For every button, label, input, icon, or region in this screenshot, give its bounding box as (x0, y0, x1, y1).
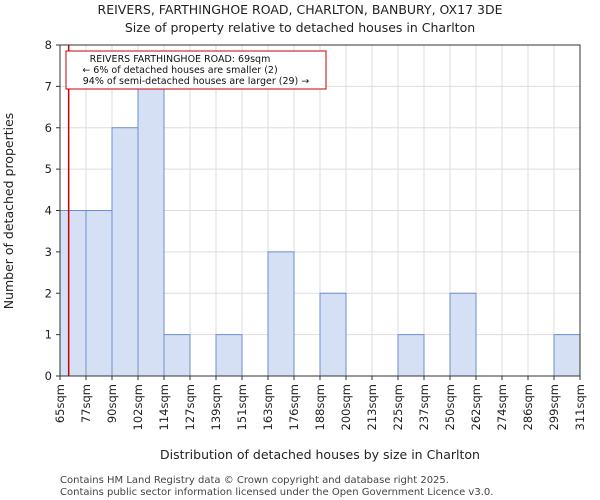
x-ticks: 65sqm 77sqm 90sqm 102sqm 114sqm 127sqm 139sqm 1… (53, 376, 587, 430)
chart-subtitle: Size of property relative to detached ho… (125, 20, 475, 35)
x-tick-label: 286sqm (521, 384, 535, 430)
bar-65sqm (59, 210, 87, 377)
bar-250sqm (449, 292, 477, 377)
y-tick-label: 8 (45, 38, 52, 52)
x-tick-label: 77sqm (79, 384, 93, 423)
chart-title: REIVERS, FARTHINGHOE ROAD, CHARLTON, BAN… (98, 2, 503, 17)
bar-114sqm (163, 334, 191, 377)
y-tick-label: 0 (45, 369, 52, 383)
x-tick-label: 127sqm (183, 384, 197, 430)
x-tick-label: 299sqm (547, 384, 561, 430)
x-tick-label: 102sqm (131, 384, 145, 430)
x-tick-label: 139sqm (209, 384, 223, 430)
y-tick-label: 2 (45, 286, 52, 300)
x-tick-label: 188sqm (313, 384, 327, 430)
footer-line-1: Contains HM Land Registry data © Crown c… (60, 475, 449, 486)
x-tick-label: 176sqm (287, 384, 301, 430)
x-tick-label: 65sqm (53, 384, 67, 423)
y-tick-label: 3 (45, 245, 52, 259)
x-tick-label: 151sqm (235, 384, 249, 430)
bar-139sqm (215, 334, 243, 377)
annotation-line-3: 94% of semi-detached houses are larger (… (83, 76, 310, 87)
y-ticks: 0 1 2 3 4 5 6 7 8 (45, 38, 60, 383)
annotation-line-2: ← 6% of detached houses are smaller (2) (82, 65, 277, 76)
x-tick-label: 274sqm (495, 384, 509, 430)
x-axis-label: Distribution of detached houses by size … (160, 447, 480, 462)
annotation-box: REIVERS FARTHINGHOE ROAD: 69sqm ← 6% of … (65, 50, 327, 90)
y-tick-label: 5 (45, 162, 52, 176)
x-tick-label: 90sqm (105, 384, 119, 423)
annotation-line-1: REIVERS FARTHINGHOE ROAD: 69sqm (90, 54, 271, 65)
x-tick-label: 237sqm (417, 384, 431, 430)
x-tick-label: 250sqm (443, 384, 457, 430)
x-tick-label: 114sqm (157, 384, 171, 430)
x-tick-label: 225sqm (391, 384, 405, 430)
bar-90sqm (111, 127, 139, 377)
y-tick-label: 1 (45, 328, 52, 342)
y-tick-label: 6 (45, 121, 52, 135)
bar-299sqm (553, 334, 581, 377)
y-tick-label: 4 (45, 204, 52, 218)
x-tick-label: 163sqm (261, 384, 275, 430)
footer-line-2: Contains public sector information licen… (60, 487, 493, 498)
x-tick-label: 213sqm (365, 384, 379, 430)
bar-188sqm (319, 292, 347, 377)
x-tick-label: 262sqm (469, 384, 483, 430)
bars (59, 85, 581, 377)
bar-102sqm (137, 85, 165, 377)
y-tick-label: 7 (45, 79, 52, 93)
bar-77sqm (85, 210, 113, 377)
x-tick-label: 311sqm (573, 384, 587, 430)
y-axis-label: Number of detached properties (1, 113, 16, 310)
x-tick-label: 200sqm (339, 384, 353, 430)
bar-225sqm (397, 334, 425, 377)
bar-163sqm (267, 251, 295, 377)
